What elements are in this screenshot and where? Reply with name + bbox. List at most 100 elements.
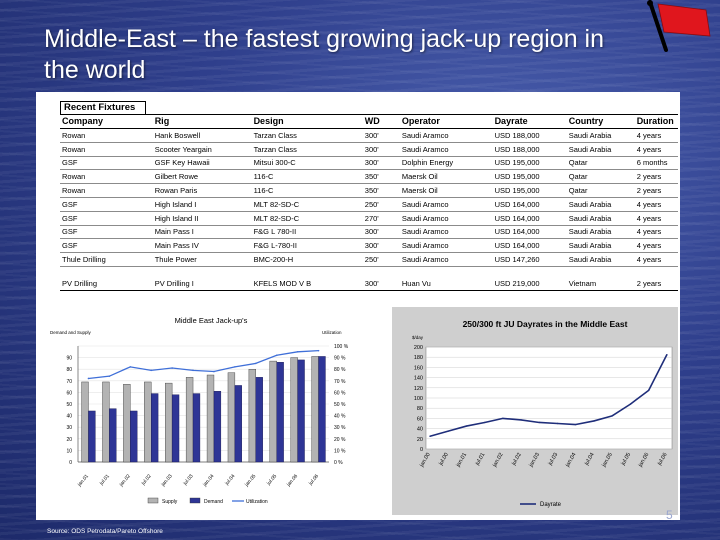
table-cell: USD 195,000 [492,156,567,171]
point-dayrate [483,421,486,424]
y-tick-label: 60 [66,390,72,396]
point-utilization [213,370,215,373]
column-header: Dayrate [492,114,567,129]
bar-demand [234,385,242,463]
bar-demand [255,377,263,463]
y2-tick-label: 90 % [334,356,346,362]
table-cell: F&G L-780-II [251,238,363,254]
table-cell: 116-C [251,183,363,198]
point-dayrate [647,389,650,392]
table-cell: 350' [362,169,400,185]
line-dayrate [429,354,668,438]
table-cell: Saudi Aramco [399,211,493,226]
y2-tick-label: 60 % [334,390,346,396]
table-cell: 4 years [634,225,678,240]
table-cell: Saudi Aramco [399,142,493,157]
y-tick-label: 90 [66,356,72,362]
point-utilization [254,362,257,365]
column-header: Rig [152,114,252,129]
table-cell: Hank Boswell [152,128,252,143]
point-dayrate [575,423,577,426]
legend-label: Dayrate [540,502,562,508]
table-cell: Maersk Oil [399,183,493,198]
y-tick-label: 0 [69,460,72,466]
y2-tick-label: 10 % [334,448,346,454]
table-cell: 300' [362,276,400,291]
table-cell: 4 years [634,142,678,157]
table-cell: Rowan [60,183,153,198]
x-tick-label: jul.05 [265,473,278,487]
bar-demand [171,394,180,463]
table-cell: USD 195,000 [492,169,567,185]
table-cell: GSF Key Hawaii [152,156,252,171]
jackup-supply-demand-chart: Middle East Jack-up's Demand and Supply Ut… [50,316,349,505]
table-cell: Tarzan Class [251,128,363,143]
y-tick-label: 100 [414,396,423,402]
point-utilization [317,349,320,352]
table-row: GSF High Island II MLT 82-SD-C 270' Saudi Ar… [60,211,678,226]
table-cell: USD 164,000 [492,197,567,212]
table-cell: BMC-200-H [251,252,363,267]
table-cell: USD 219,000 [492,276,567,291]
point-dayrate [502,417,504,420]
table-row: GSF High Island I MLT 82-SD-C 250' Saudi Ara… [60,197,678,212]
table-row: Thule Drilling Thule Power BMC-200-H 250' Sa… [60,252,678,267]
y2-tick-label: 20 % [334,437,346,443]
y-tick-label: 20 [417,437,423,443]
point-dayrate [556,422,559,425]
table-row: Rowan Hank Boswell Tarzan Class 300' Saudi A… [60,128,678,143]
table-cell: 350' [362,183,400,198]
bar-supply [227,372,236,463]
table-cell: Saudi Aramco [399,128,493,143]
table-cell: 4 years [634,211,678,226]
y-tick-label: 80 [417,406,423,412]
x-tick-label: jan.02 [118,473,132,488]
table-cell: GSF [60,211,153,226]
y-axis-label: $/day [412,335,424,340]
table-cell: 2 years [634,169,678,185]
point-dayrate [629,403,632,405]
table-cell: USD 195,000 [492,183,567,198]
bar-supply [144,381,152,463]
column-header: Company [60,114,153,129]
table-cell: 116-C [251,169,363,185]
table-cell: Rowan [60,169,153,185]
table-cell: 270' [362,211,400,226]
table-cell: Qatar [566,156,635,171]
table-cell: Saudi Arabia [566,128,635,143]
table-cell: GSF [60,156,153,171]
bar-demand [276,362,284,463]
y2-tick-label: 50 % [334,402,346,408]
table-cell: 300' [362,225,400,240]
point-dayrate [666,353,668,356]
table-cell: Rowan [60,142,153,157]
table-cell: GSF [60,197,153,212]
bar-demand [297,359,305,463]
table-cell: 300' [362,142,400,157]
x-tick-label: jan.04 [201,473,215,488]
bar-demand [318,356,326,463]
x-tick-label: jul.02 [140,473,153,487]
table-cell: Saudi Arabia [566,211,635,226]
table-cell: MLT 82-SD-C [251,211,363,226]
table-cell: Main Pass I [152,225,252,240]
source-note: Source: ODS Petrodata/Pareto Offshore [47,528,163,535]
fixtures-table-block: Recent Fixtures Company Rig Design WD Operat… [60,101,678,291]
point-dayrate [538,421,541,424]
y-tick-label: 10 [66,448,72,454]
bar-supply [269,360,277,463]
table-cell: 2 years [634,276,678,291]
bar-supply [102,381,110,463]
bar-demand [109,408,117,463]
bar-demand [130,410,138,463]
column-header: Operator [399,114,493,129]
y2-tick-label: 80 % [334,367,346,373]
y-tick-label: 60 [417,416,423,422]
x-tick-label: jul.01 [98,473,111,487]
bar-demand [151,393,159,463]
bar-supply [81,381,89,463]
x-tick-label: jul.03 [182,473,195,487]
table-cell: USD 164,000 [492,211,567,226]
table-cell: USD 188,000 [492,128,567,143]
y2-tick-label: 40 % [334,414,346,420]
